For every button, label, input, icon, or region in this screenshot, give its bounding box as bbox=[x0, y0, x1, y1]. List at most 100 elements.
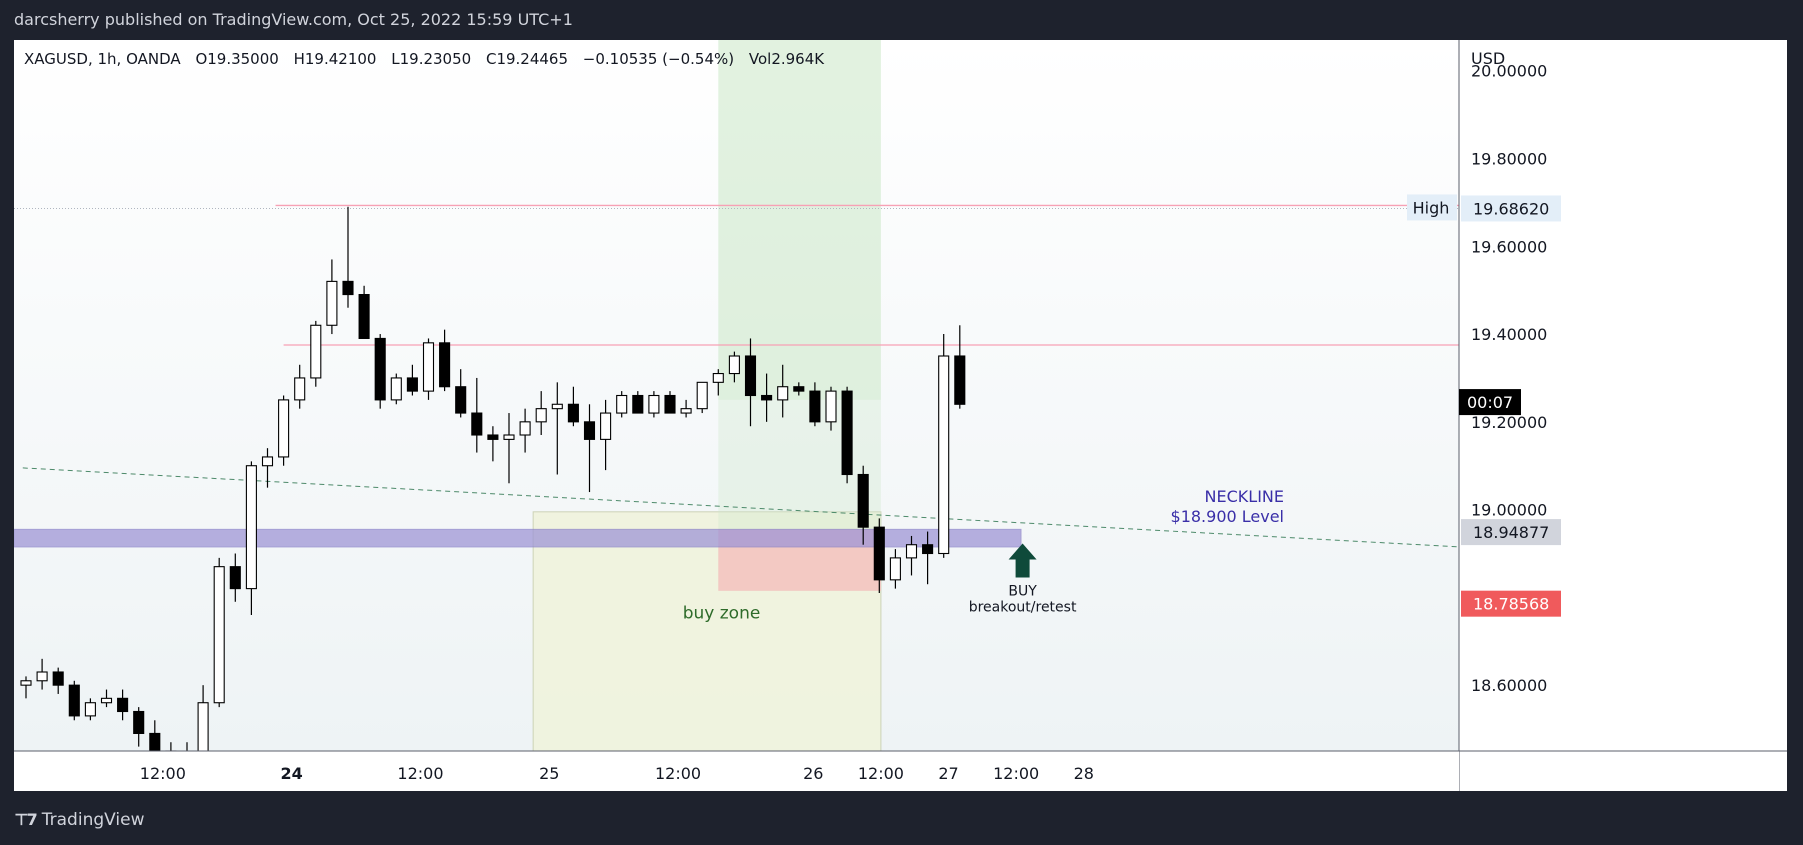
candle-body bbox=[100, 697, 113, 704]
time-tick-label: 12:00 bbox=[655, 764, 701, 783]
candle-body bbox=[455, 386, 467, 414]
candle-body bbox=[229, 566, 241, 590]
candle-body bbox=[326, 280, 338, 326]
candle-body bbox=[889, 557, 901, 581]
neckline-band bbox=[14, 528, 1022, 548]
price-label-bg bbox=[1461, 519, 1561, 546]
candle-body bbox=[342, 280, 354, 296]
legend-symbol: XAGUSD, 1h, OANDA bbox=[24, 50, 181, 68]
candle-body bbox=[551, 403, 563, 410]
candle-body bbox=[841, 390, 853, 476]
candle-body bbox=[954, 355, 966, 405]
high-tag-label: High bbox=[1413, 198, 1450, 217]
candle-body bbox=[744, 355, 757, 397]
target-zone bbox=[718, 40, 881, 400]
legend-low: L19.23050 bbox=[391, 50, 472, 68]
candle-body bbox=[922, 544, 934, 555]
legend-open: O19.35000 bbox=[195, 50, 279, 68]
time-axis-bg bbox=[14, 751, 1459, 791]
neckline-trendline bbox=[22, 467, 1460, 548]
candle-body bbox=[583, 421, 596, 440]
candle-body bbox=[857, 473, 869, 528]
candle-body bbox=[905, 544, 918, 559]
candle-body bbox=[261, 456, 274, 467]
candle-body bbox=[422, 342, 435, 392]
candle-body bbox=[825, 390, 837, 423]
candle-body bbox=[680, 408, 692, 414]
candle-body bbox=[777, 386, 789, 401]
candle-body bbox=[310, 324, 322, 379]
time-tick-label: 28 bbox=[1074, 764, 1094, 783]
neckline-title: NECKLINE bbox=[1205, 487, 1284, 506]
candle-body bbox=[68, 684, 80, 717]
candle-body bbox=[567, 403, 579, 423]
price-tick-label: 20.00000 bbox=[1471, 62, 1547, 81]
candle-body bbox=[696, 381, 708, 410]
candle-body bbox=[600, 412, 612, 440]
candle-body bbox=[664, 394, 676, 414]
breakout-retest-label: breakout/retest bbox=[969, 600, 1077, 616]
candle-body bbox=[728, 355, 740, 375]
price-label-bg bbox=[1459, 389, 1521, 416]
footer-brand: TradingView bbox=[41, 810, 145, 830]
candle-body bbox=[632, 394, 644, 414]
candle-body bbox=[439, 342, 451, 388]
candle-body bbox=[487, 434, 499, 440]
candle-body bbox=[793, 386, 805, 392]
publisher-header: darcsherry published on TradingView.com,… bbox=[14, 10, 573, 29]
legend-close: C19.24465 bbox=[485, 50, 569, 68]
candle-body bbox=[20, 680, 32, 686]
time-tick-label: 12:00 bbox=[858, 764, 904, 783]
candle-body bbox=[149, 732, 161, 752]
candle-body bbox=[133, 710, 145, 734]
candle-body bbox=[374, 337, 386, 401]
candle-body bbox=[390, 377, 402, 401]
candle-body bbox=[535, 408, 547, 423]
candle-body bbox=[616, 394, 628, 414]
candle-body bbox=[406, 377, 418, 392]
candle-body bbox=[117, 697, 129, 713]
symbol-legend: XAGUSD, 1h, OANDA O19.35000 H19.42100 L1… bbox=[24, 50, 834, 68]
candle-body bbox=[938, 355, 950, 555]
time-tick-label: 12:00 bbox=[140, 764, 186, 783]
buy-label: BUY bbox=[1008, 584, 1037, 600]
price-chart[interactable]: buy zone NECKLINE$18.900 Level BUYbreakout… bbox=[14, 40, 1787, 791]
candle-body bbox=[278, 399, 290, 458]
high-tag-bg bbox=[1407, 194, 1457, 221]
candle-body bbox=[519, 421, 531, 436]
time-tick-label: 26 bbox=[803, 764, 823, 783]
price-label-bg bbox=[1461, 195, 1561, 222]
candle-body bbox=[471, 412, 483, 436]
price-tick-label: 19.60000 bbox=[1471, 237, 1547, 256]
price-tick-label: 19.80000 bbox=[1471, 150, 1547, 169]
candle-body bbox=[245, 465, 257, 590]
legend-volume: Vol2.964K bbox=[748, 50, 825, 68]
price-tick-label: 19.20000 bbox=[1471, 413, 1547, 432]
price-label-bg bbox=[1461, 590, 1561, 617]
price-label: 00:07 bbox=[1467, 393, 1513, 412]
chart-frame[interactable]: buy zone NECKLINE $18.900 Level BUY breakout… bbox=[14, 40, 1787, 791]
footer-branding[interactable]: ⊤7 TradingView bbox=[14, 800, 144, 840]
candle-body bbox=[761, 394, 773, 401]
time-tick-label: 27 bbox=[938, 764, 958, 783]
candle-body bbox=[358, 294, 370, 339]
price-label: 18.78568 bbox=[1473, 595, 1549, 614]
candle-body bbox=[809, 390, 821, 423]
price-tick-label: 19.40000 bbox=[1471, 325, 1547, 344]
candle-body bbox=[712, 373, 724, 383]
price-label: 19.68620 bbox=[1473, 199, 1549, 218]
buy-zone-label: buy zone bbox=[683, 604, 761, 624]
price-label: 18.94877 bbox=[1473, 523, 1549, 542]
currency-label: USD bbox=[1471, 49, 1505, 68]
legend-change: −0.10535 (−0.54%) bbox=[582, 50, 735, 68]
candle-body bbox=[52, 671, 64, 686]
price-tick-label: 19.00000 bbox=[1471, 501, 1547, 520]
candle-body bbox=[503, 434, 515, 440]
tradingview-logo-icon: ⊤7 bbox=[14, 810, 38, 829]
up-arrow-icon bbox=[1008, 543, 1037, 578]
candle-body bbox=[213, 566, 225, 704]
candle-body bbox=[36, 671, 48, 682]
price-tick-label: 18.60000 bbox=[1471, 676, 1547, 695]
time-tick-label: 12:00 bbox=[397, 764, 443, 783]
candle-body bbox=[648, 394, 660, 414]
